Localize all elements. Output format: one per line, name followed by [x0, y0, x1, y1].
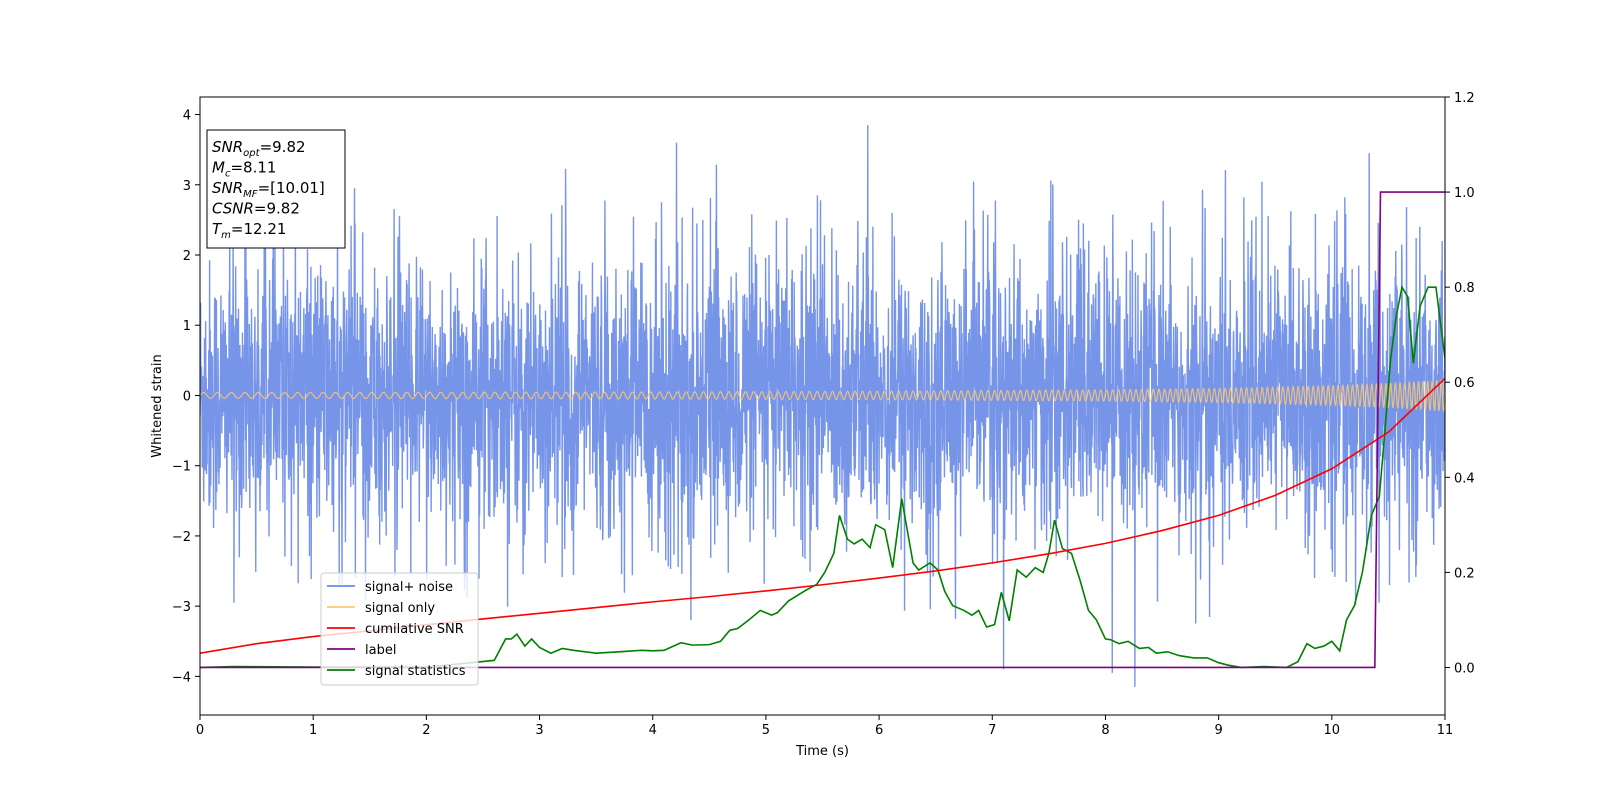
y2-tick-label: 1.0: [1454, 186, 1475, 201]
y-tick-label: −3: [172, 600, 191, 615]
x-tick-label: 10: [1324, 723, 1341, 738]
x-tick-label: 4: [649, 723, 657, 738]
y2-tick-label: 0.4: [1454, 471, 1475, 486]
x-tick-label: 3: [535, 723, 543, 738]
x-tick-label: 11: [1437, 723, 1454, 738]
y-tick-label: 4: [183, 109, 191, 124]
y2-tick-label: 1.2: [1454, 91, 1475, 106]
info-box: SNRopt=9.82Mc=8.11SNRMF=[10.01]CSNR=9.82…: [206, 129, 346, 249]
series-label: [200, 191, 1445, 669]
info-line: Mc=8.11: [212, 159, 276, 180]
x-tick-label: 5: [762, 723, 770, 738]
legend-entry: label: [365, 643, 396, 658]
legend-entry: signal+ noise: [365, 580, 453, 595]
legend-frame: [320, 572, 479, 686]
legend-entry: signal statistics: [365, 664, 466, 679]
x-tick-label: 8: [1101, 723, 1109, 738]
y2-tick-label: 0.8: [1454, 281, 1475, 296]
x-tick-label: 7: [988, 723, 996, 738]
series-signal-statistics: [200, 284, 1445, 669]
plot-frame: [199, 96, 1446, 716]
y-tick-label: 0: [183, 389, 191, 404]
y-tick-label: −1: [172, 460, 191, 475]
legend: signal+ noise signal only cumilative SNR la…: [320, 572, 479, 686]
axes: 0 1 2 3 4 5 6 7 8 9 10 1143210−1−2−3−41.21.00.80.60…: [150, 91, 1475, 759]
legend-entry: signal only: [365, 601, 435, 616]
legend-entry: cumilative SNR: [365, 622, 464, 637]
y-axis-label: Whitened strain: [150, 354, 165, 457]
info-box-frame: [206, 129, 346, 249]
info-line: SNRopt=9.82: [212, 138, 306, 159]
x-tick-label: 1: [309, 723, 317, 738]
y2-tick-label: 0.2: [1454, 566, 1475, 581]
info-line: Tm=12.21: [212, 220, 286, 241]
x-axis-label: Time (s): [795, 744, 849, 759]
x-tick-label: 9: [1214, 723, 1222, 738]
info-line: SNRMF=[10.01]: [212, 179, 325, 200]
y-tick-label: −2: [172, 530, 191, 545]
y-tick-label: 2: [183, 249, 191, 264]
y-tick-label: 1: [183, 319, 191, 334]
x-tick-label: 6: [875, 723, 883, 738]
x-tick-label: 0: [196, 723, 204, 738]
series-signal-noise: [200, 125, 1445, 687]
series-signal-only: [200, 378, 1445, 413]
y2-tick-label: 0.6: [1454, 376, 1475, 391]
info-line: CSNR=9.82: [212, 200, 300, 218]
y-tick-label: −4: [172, 670, 191, 685]
y2-tick-label: 0.0: [1454, 661, 1475, 676]
y-tick-label: 3: [183, 179, 191, 194]
x-tick-label: 2: [422, 723, 430, 738]
